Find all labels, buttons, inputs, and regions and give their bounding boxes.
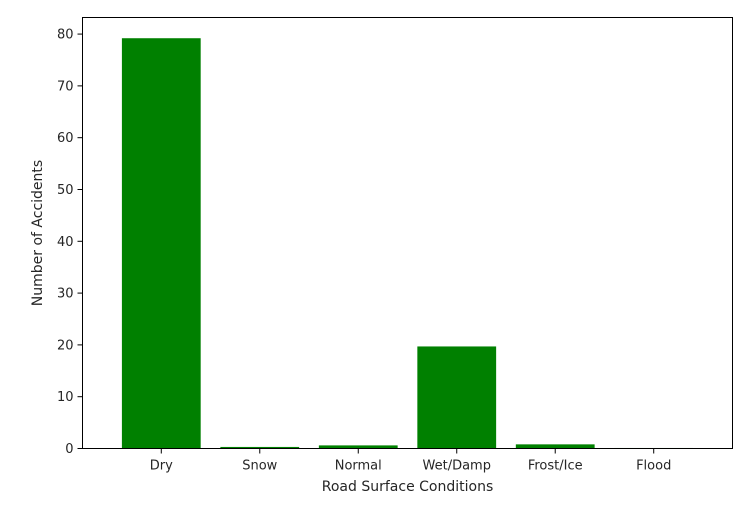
bar-snow [220,446,300,449]
y-tick-label: 50 [57,183,74,198]
bar-normal [318,445,398,449]
y-tick-label: 20 [57,338,74,353]
x-tick-label: Flood [636,459,671,474]
bar-wet-damp [417,346,497,449]
y-tick-label: 0 [65,442,73,457]
y-tick-label: 30 [57,287,74,302]
bars [121,38,694,449]
x-axis-ticks: Dry Snow Normal Wet/Damp Frost/Ice Flood [150,448,671,474]
x-tick-label: Wet/Damp [423,459,491,474]
y-tick-label: 60 [57,131,74,146]
y-tick-label: 70 [57,79,74,94]
x-tick-label: Dry [150,459,173,474]
y-tick-label: 10 [57,390,74,405]
x-axis-label: Road Surface Conditions [322,479,493,495]
x-tick-label: Frost/Ice [528,459,583,474]
bar-dry [121,38,201,449]
y-tick-label: 80 [57,28,74,43]
y-tick-label: 40 [57,235,74,250]
x-tick-label: Normal [335,459,382,474]
y-axis-label: Number of Accidents [30,160,46,306]
bar-frost-ice [515,444,595,449]
y-axis-ticks: 0 10 20 30 40 50 60 70 80 [57,28,83,457]
plot-frame [82,17,733,449]
x-tick-label: Snow [242,459,277,474]
